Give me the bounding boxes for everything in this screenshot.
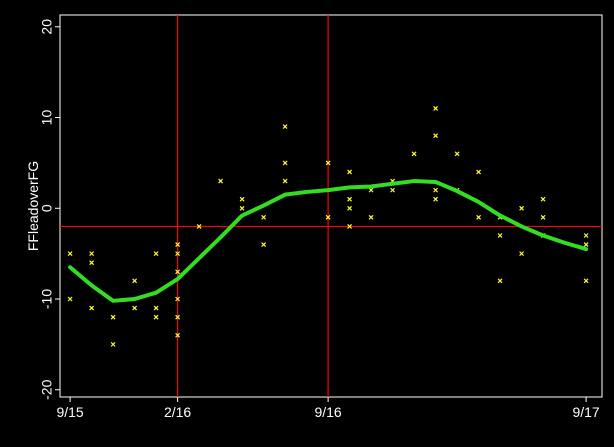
data-point	[325, 160, 331, 166]
data-point	[153, 305, 159, 311]
data-point	[175, 314, 181, 320]
x-tick-label: 9/15	[56, 404, 83, 420]
data-point	[519, 251, 525, 257]
data-point	[132, 278, 138, 284]
data-point	[110, 341, 116, 347]
data-point	[325, 214, 331, 220]
data-point	[411, 151, 417, 157]
data-point	[540, 196, 546, 202]
data-point	[347, 196, 353, 202]
data-point	[347, 223, 353, 229]
data-point	[540, 214, 546, 220]
data-point	[347, 169, 353, 175]
data-point	[132, 305, 138, 311]
data-point	[282, 160, 288, 166]
data-point	[261, 242, 267, 247]
data-point	[239, 205, 245, 211]
data-point	[583, 278, 589, 284]
data-point	[476, 214, 482, 220]
data-point	[153, 314, 159, 320]
data-point	[433, 196, 439, 202]
data-point	[67, 296, 73, 302]
y-tick-label: 20	[39, 19, 55, 35]
data-point	[497, 278, 503, 284]
data-point	[454, 151, 460, 157]
data-point	[110, 314, 116, 320]
data-point	[497, 233, 503, 238]
data-point	[390, 187, 396, 193]
x-tick-label: 9/16	[314, 404, 341, 420]
data-point	[175, 269, 181, 275]
data-point	[218, 178, 224, 184]
data-point	[67, 251, 73, 257]
data-point	[89, 305, 95, 311]
data-point	[433, 106, 439, 111]
y-axis-label: FFleadoverFG	[25, 161, 41, 251]
x-tick-label: 9/17	[572, 404, 599, 420]
data-point	[433, 133, 439, 139]
y-tick-label: 10	[39, 110, 55, 126]
data-point	[433, 187, 439, 193]
trend-line	[68, 179, 589, 303]
data-point	[153, 251, 159, 257]
x-tick-label: 2/16	[164, 404, 191, 420]
data-point	[476, 169, 482, 175]
data-point	[583, 233, 589, 238]
data-point	[175, 332, 181, 338]
data-point	[175, 242, 181, 247]
y-tick-label: -20	[39, 379, 55, 399]
data-point	[239, 196, 245, 202]
data-point	[347, 205, 353, 211]
data-point	[89, 260, 95, 266]
y-tick-label: -10	[39, 289, 55, 309]
data-point	[282, 178, 288, 184]
data-point	[282, 124, 288, 130]
y-tick-label: 0	[39, 204, 55, 212]
data-point	[368, 187, 374, 193]
data-point	[175, 251, 181, 257]
data-point	[175, 296, 181, 302]
plot-frame	[59, 14, 603, 398]
data-point	[583, 242, 589, 247]
data-point	[261, 214, 267, 220]
data-point	[89, 251, 95, 257]
data-point	[519, 205, 525, 211]
data-point	[196, 223, 202, 229]
data-point	[368, 214, 374, 220]
